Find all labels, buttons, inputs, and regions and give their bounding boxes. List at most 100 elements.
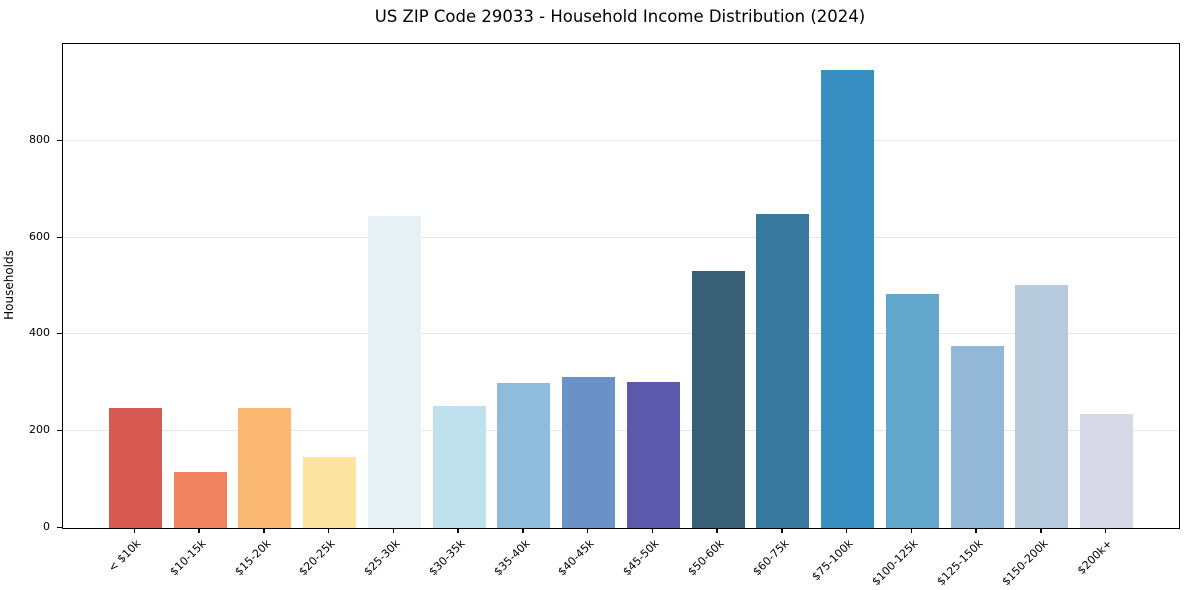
bar-slot <box>1074 44 1139 528</box>
bar <box>821 69 875 528</box>
x-label-cell: $25-30k <box>361 534 426 590</box>
bar-slot <box>297 44 362 528</box>
bar-slot <box>362 44 427 528</box>
x-tick-cell <box>167 528 232 533</box>
plot-area <box>62 43 1180 529</box>
x-tick-cell <box>750 528 815 533</box>
x-tick-label: $20-25k <box>296 537 338 579</box>
x-tick-mark <box>198 528 200 533</box>
x-tick-label: $50-60k <box>685 537 727 579</box>
bar <box>691 271 745 528</box>
x-label-cell: $75-100k <box>810 534 879 590</box>
gridline <box>63 333 1179 335</box>
x-tick-cell <box>491 528 556 533</box>
bar <box>303 456 357 528</box>
y-tick-mark <box>57 527 62 528</box>
bar <box>756 214 810 528</box>
y-tick-label: 400 <box>29 326 50 340</box>
bar <box>238 407 292 528</box>
x-label-cell: $40-45k <box>555 534 620 590</box>
x-label-cell: $150-200k <box>999 534 1074 590</box>
x-tick-label: $75-100k <box>809 537 856 584</box>
bar <box>950 345 1004 528</box>
bar <box>108 407 162 528</box>
bar <box>497 383 551 528</box>
bar-slot <box>168 44 233 528</box>
x-label-cell: $125-150k <box>934 534 1009 590</box>
x-tick-mark <box>1040 528 1042 533</box>
x-tick-label: $45-50k <box>620 537 662 579</box>
x-tick-label: $30-35k <box>426 537 468 579</box>
x-axis-labels: < $10k $10-15k $15-20k $20-25k $25-30k $30-35… <box>62 534 1178 590</box>
x-tick-cell <box>944 528 1009 533</box>
bar-slot <box>945 44 1010 528</box>
y-tick-mark <box>57 333 62 335</box>
y-axis-label: Households <box>2 250 16 320</box>
x-label-cell: $30-35k <box>426 534 491 590</box>
bar <box>562 377 616 528</box>
x-tick-mark <box>392 528 395 533</box>
x-label-cell: $20-25k <box>296 534 361 590</box>
bar <box>626 382 680 528</box>
x-tick-cell <box>1073 528 1138 533</box>
x-tick-label: $10-15k <box>167 537 209 579</box>
x-tick-cell <box>1009 528 1074 533</box>
x-tick-label: $35-40k <box>490 537 533 579</box>
x-tick-mark <box>910 528 913 533</box>
x-tick-mark <box>457 528 459 533</box>
x-label-cell: $45-50k <box>620 534 685 590</box>
x-tick-mark <box>975 528 977 533</box>
x-tick-mark <box>263 528 265 533</box>
y-tick-mark <box>57 430 62 432</box>
bar <box>173 471 227 528</box>
x-label-cell: $10-15k <box>167 534 232 590</box>
bar-slot <box>751 44 816 528</box>
y-tick-label: 800 <box>29 132 50 146</box>
bar <box>432 406 486 528</box>
bar <box>1015 284 1069 528</box>
x-axis-ticks <box>62 528 1178 533</box>
x-tick-label: $40-45k <box>555 537 597 579</box>
y-tick-label: 600 <box>29 229 50 243</box>
x-tick-cell <box>426 528 491 533</box>
x-tick-cell <box>814 528 879 533</box>
bar-slot <box>233 44 298 528</box>
bar-slot <box>686 44 751 528</box>
bar-slot <box>103 44 168 528</box>
x-tick-mark <box>716 528 718 533</box>
x-tick-mark <box>133 528 136 533</box>
bar-slot <box>492 44 557 528</box>
x-label-cell: $35-40k <box>491 534 556 590</box>
bar <box>885 293 939 528</box>
x-tick-mark <box>327 528 330 533</box>
x-tick-label: $200k+ <box>1074 537 1115 578</box>
gridline <box>63 139 1179 141</box>
bar-slot <box>880 44 945 528</box>
x-tick-cell <box>555 528 620 533</box>
x-tick-cell <box>685 528 750 533</box>
y-tick-mark <box>57 139 62 141</box>
bar <box>1080 413 1134 528</box>
x-tick-mark <box>781 528 783 533</box>
x-tick-mark <box>586 528 589 533</box>
x-tick-cell <box>620 528 685 533</box>
x-tick-mark <box>1104 528 1107 533</box>
x-label-cell: $60-75k <box>750 534 815 590</box>
x-tick-label: < $10k <box>106 537 144 575</box>
bar <box>367 215 421 528</box>
gridline <box>63 236 1179 238</box>
x-tick-label: $15-20k <box>231 537 274 579</box>
bar-slot <box>427 44 492 528</box>
y-tick-label: 200 <box>29 423 50 437</box>
x-label-cell: $50-60k <box>685 534 750 590</box>
bar-slot <box>1010 44 1075 528</box>
x-tick-mark <box>522 528 524 533</box>
x-tick-cell <box>102 528 167 533</box>
x-label-cell: $100-125k <box>869 534 944 590</box>
x-tick-label: $60-75k <box>749 537 792 579</box>
y-tick-label: 0 <box>43 520 50 533</box>
gridline <box>63 430 1179 432</box>
x-tick-mark <box>845 528 848 533</box>
x-label-cell: < $10k <box>102 534 167 590</box>
